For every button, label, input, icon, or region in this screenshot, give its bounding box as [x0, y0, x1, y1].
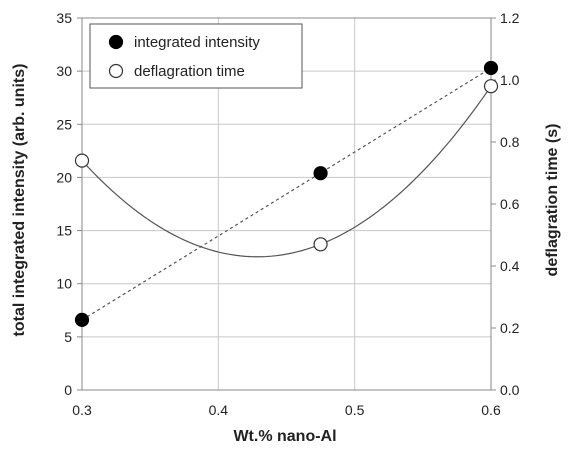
left-y-tick-label: 20	[56, 169, 72, 185]
deflagration-time-point	[313, 237, 328, 252]
integrated-intensity-point	[483, 60, 499, 76]
right-y-axis-ticks: 0.0 0.2 0.4 0.6 0.8 1.0 1.2	[491, 10, 520, 398]
left-y-tick-label: 35	[56, 10, 72, 26]
x-axis-ticks: 0.3 0.4 0.5 0.6	[72, 402, 501, 418]
deflagration-time-point	[74, 153, 90, 168]
integrated-intensity-point	[74, 312, 90, 327]
legend-marker-deflagration-time	[108, 63, 124, 79]
x-tick-label: 0.4	[209, 402, 229, 418]
legend-label-integrated-intensity: integrated intensity	[134, 34, 260, 51]
legend-marker-integrated-intensity	[108, 34, 124, 50]
data-markers	[74, 60, 499, 327]
legend-label-deflagration-time: deflagration time	[134, 63, 245, 80]
x-tick-label: 0.6	[481, 402, 501, 418]
intensity-fit-line	[81, 67, 492, 321]
right-y-tick-label: 0.4	[500, 258, 520, 274]
left-y-tick-label: 25	[56, 116, 72, 132]
right-y-axis-title: deflagration time (s)	[544, 124, 561, 277]
legend-box	[89, 23, 303, 89]
integrated-intensity-point	[313, 166, 328, 181]
left-y-tick-label: 5	[64, 329, 72, 345]
right-y-tick-label: 0.6	[500, 196, 520, 212]
x-tick-label: 0.5	[345, 402, 365, 418]
legend: integrated intensity deflagration time	[89, 23, 303, 89]
fit-lines	[81, 67, 492, 321]
right-y-tick-label: 0.8	[500, 134, 520, 150]
deflagration-time-point	[483, 79, 499, 94]
right-y-tick-label: 0.2	[500, 320, 520, 336]
left-y-axis-ticks: 0 5 10 15 20 25 30 35	[56, 10, 82, 398]
deflagration-fit-curve	[81, 85, 492, 258]
right-y-tick-label: 0.0	[500, 382, 520, 398]
x-axis-title: Wt.% nano-Al	[233, 428, 336, 445]
right-y-tick-label: 1.0	[500, 72, 520, 88]
left-y-tick-label: 10	[56, 276, 72, 292]
x-tick-label: 0.3	[72, 402, 92, 418]
left-y-tick-label: 30	[56, 63, 72, 79]
right-y-tick-label: 1.2	[500, 10, 520, 26]
left-y-tick-label: 0	[64, 382, 72, 398]
left-y-tick-label: 15	[56, 223, 72, 239]
left-y-axis-title: total integrated intensity (arb. units)	[11, 64, 28, 337]
